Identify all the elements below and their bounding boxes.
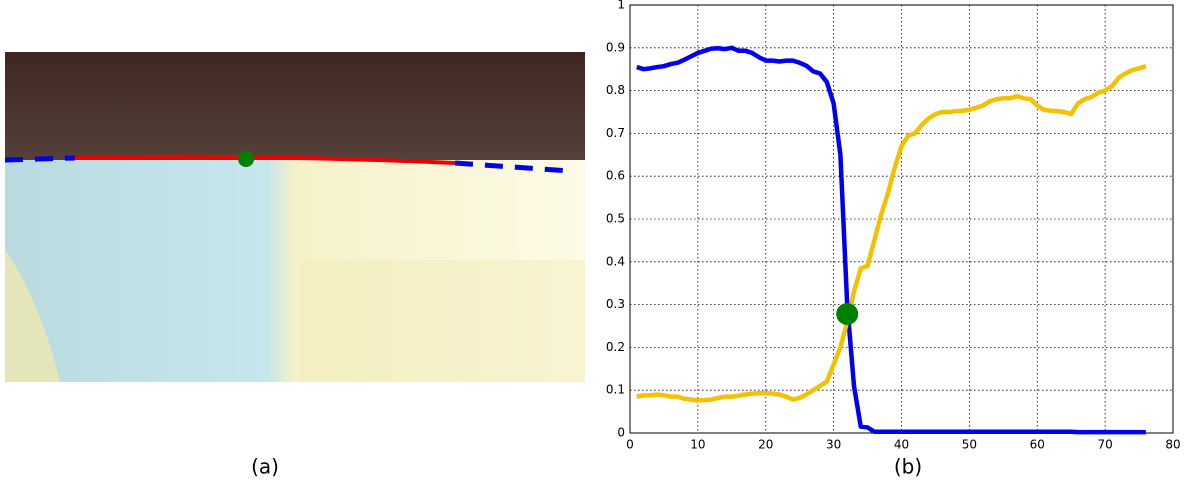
- x-tick-label: 70: [1097, 438, 1112, 452]
- figure-canvas: (a) (b) 00.10.20.30.40.50.60.70.80.91010…: [0, 0, 1191, 488]
- y-tick-label: 0: [617, 426, 625, 440]
- x-tick-label: 80: [1165, 438, 1180, 452]
- x-tick-label: 60: [1030, 438, 1045, 452]
- photo: (a): [5, 52, 585, 479]
- contour-point: [238, 151, 254, 167]
- x-tick-label: 10: [690, 438, 705, 452]
- x-tick-label: 20: [758, 438, 773, 452]
- y-tick-label: 1: [617, 0, 625, 12]
- y-tick-label: 0.9: [606, 40, 625, 54]
- y-tick-label: 0.7: [606, 126, 625, 140]
- caption: (b): [894, 455, 922, 479]
- y-tick-label: 0.8: [606, 83, 625, 97]
- x-tick-label: 50: [962, 438, 977, 452]
- caption: (a): [251, 455, 279, 479]
- figure: (a) (b) 00.10.20.30.40.50.60.70.80.91010…: [0, 0, 1191, 488]
- series-line: [637, 48, 1146, 432]
- y-tick-label: 0.2: [606, 340, 625, 354]
- x-tick-label: 40: [894, 438, 909, 452]
- series-line: [637, 66, 1146, 400]
- crossing-point: [836, 303, 858, 325]
- x-tick-label: 0: [626, 438, 634, 452]
- photo-dark-region: [5, 52, 585, 160]
- y-tick-label: 0.1: [606, 383, 625, 397]
- y-tick-label: 0.3: [606, 297, 625, 311]
- photo-shade: [300, 260, 585, 382]
- y-tick-label: 0.4: [606, 254, 625, 268]
- y-tick-label: 0.6: [606, 169, 625, 183]
- y-tick-label: 0.5: [606, 212, 625, 226]
- x-tick-label: 30: [826, 438, 841, 452]
